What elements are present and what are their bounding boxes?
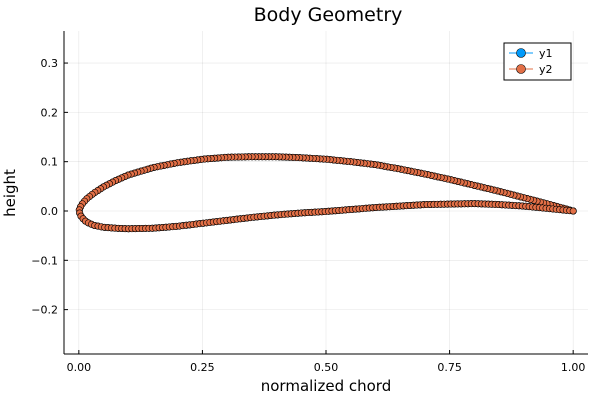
- legend-marker-y2: [516, 64, 526, 74]
- x-tick-label: 0.00: [67, 361, 92, 374]
- y-axis-label: height: [1, 169, 19, 217]
- legend-marker-y1: [516, 48, 526, 58]
- y-tick-label: 0.1: [41, 156, 59, 169]
- series-layer: [75, 153, 577, 233]
- x-tick-label: 0.75: [437, 361, 462, 374]
- y-ticks: −0.2 −0.1 0.0 0.1 0.2 0.3: [31, 57, 68, 317]
- y-tick-label: 0.2: [41, 106, 59, 119]
- x-axis-label: normalized chord: [261, 377, 391, 395]
- series-y2: [75, 153, 577, 233]
- y-tick-label: −0.1: [31, 254, 58, 267]
- x-tick-label: 1.00: [561, 361, 586, 374]
- legend-label-y2: y2: [539, 63, 553, 76]
- x-ticks: 0.00 0.25 0.50 0.75 1.00: [67, 350, 586, 374]
- y-tick-label: 0.0: [41, 205, 59, 218]
- series-y2-marker: [569, 207, 577, 215]
- x-tick-label: 0.25: [190, 361, 215, 374]
- chart-title: Body Geometry: [254, 4, 403, 26]
- y-tick-label: 0.3: [41, 57, 59, 70]
- grid: [64, 31, 588, 354]
- legend-label-y1: y1: [539, 47, 553, 60]
- legend-box: [503, 42, 572, 81]
- x-tick-label: 0.50: [314, 361, 339, 374]
- y-tick-label: −0.2: [31, 304, 58, 317]
